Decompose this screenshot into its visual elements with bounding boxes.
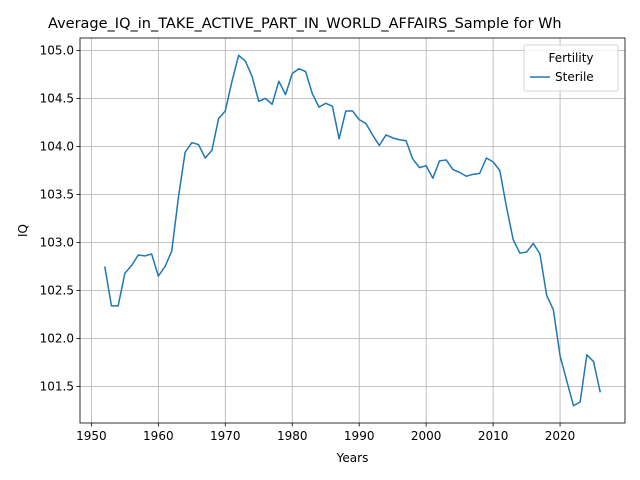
x-tick-label: 1970 <box>210 429 241 443</box>
x-tick-label: 2000 <box>411 429 442 443</box>
y-tick-label: 103.5 <box>40 187 74 201</box>
x-tick-label: 1950 <box>76 429 107 443</box>
y-tick-label: 101.5 <box>40 380 74 394</box>
x-axis-ticks: 1950 1960 1970 1980 1990 2000 2010 2020 <box>76 423 575 443</box>
legend: Fertility Sterile <box>523 44 619 92</box>
series-line-sterile <box>104 54 601 407</box>
y-tick-label: 102.5 <box>40 284 74 298</box>
y-tick-label: 102.0 <box>40 332 74 346</box>
y-axis-ticks: 101.5 102.0 102.5 103.0 103.5 104.0 104.5 105.0 <box>40 43 80 394</box>
y-tick-label: 104.0 <box>40 139 74 153</box>
legend-title: Fertility <box>548 51 593 65</box>
x-tick-label: 1960 <box>143 429 174 443</box>
plot-frame <box>79 37 626 424</box>
y-tick-label: 105.0 <box>40 43 74 57</box>
x-axis-label: Years <box>336 451 369 465</box>
grid <box>80 38 625 423</box>
y-axis-label: IQ <box>16 224 30 237</box>
plot-area <box>80 38 625 423</box>
legend-box <box>523 44 619 92</box>
series-group <box>104 54 601 407</box>
chart-title: Average_IQ_in_TAKE_ACTIVE_PART_IN_WORLD_… <box>48 16 562 32</box>
y-tick-label: 103.0 <box>40 236 74 250</box>
x-tick-label: 1990 <box>344 429 375 443</box>
legend-label-sterile: Sterile <box>555 70 594 84</box>
x-tick-label: 2010 <box>478 429 509 443</box>
x-tick-label: 2020 <box>545 429 576 443</box>
x-tick-label: 1980 <box>277 429 308 443</box>
y-tick-label: 104.5 <box>40 91 74 105</box>
